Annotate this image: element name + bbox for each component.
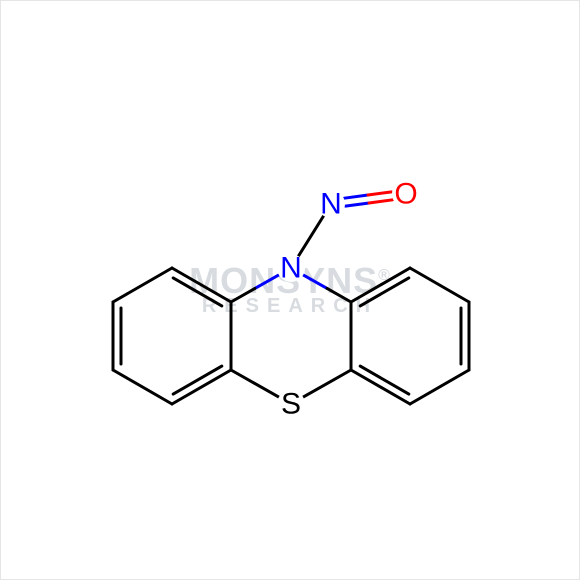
bond [345,203,369,206]
atom-label-N2: N [320,188,342,221]
chemical-structure-svg: N S N O [1,1,580,581]
bond [231,288,255,302]
bond [298,216,323,256]
bond [303,370,351,397]
bond [303,275,327,289]
bond [172,370,231,404]
atom-label-N1: N [280,252,302,285]
bond [231,370,279,397]
bond [344,195,368,198]
bond [410,268,469,302]
bond [369,200,393,203]
bond [351,370,410,404]
atom-label-S1: S [281,388,301,421]
bond [113,370,172,404]
bond [255,275,279,289]
bond [327,288,351,302]
bond [113,268,172,302]
bond [410,370,469,404]
bond [172,268,231,302]
bonds-group [113,192,469,404]
bond [368,192,392,195]
bond [351,268,410,302]
atom-label-O1: O [394,178,417,211]
